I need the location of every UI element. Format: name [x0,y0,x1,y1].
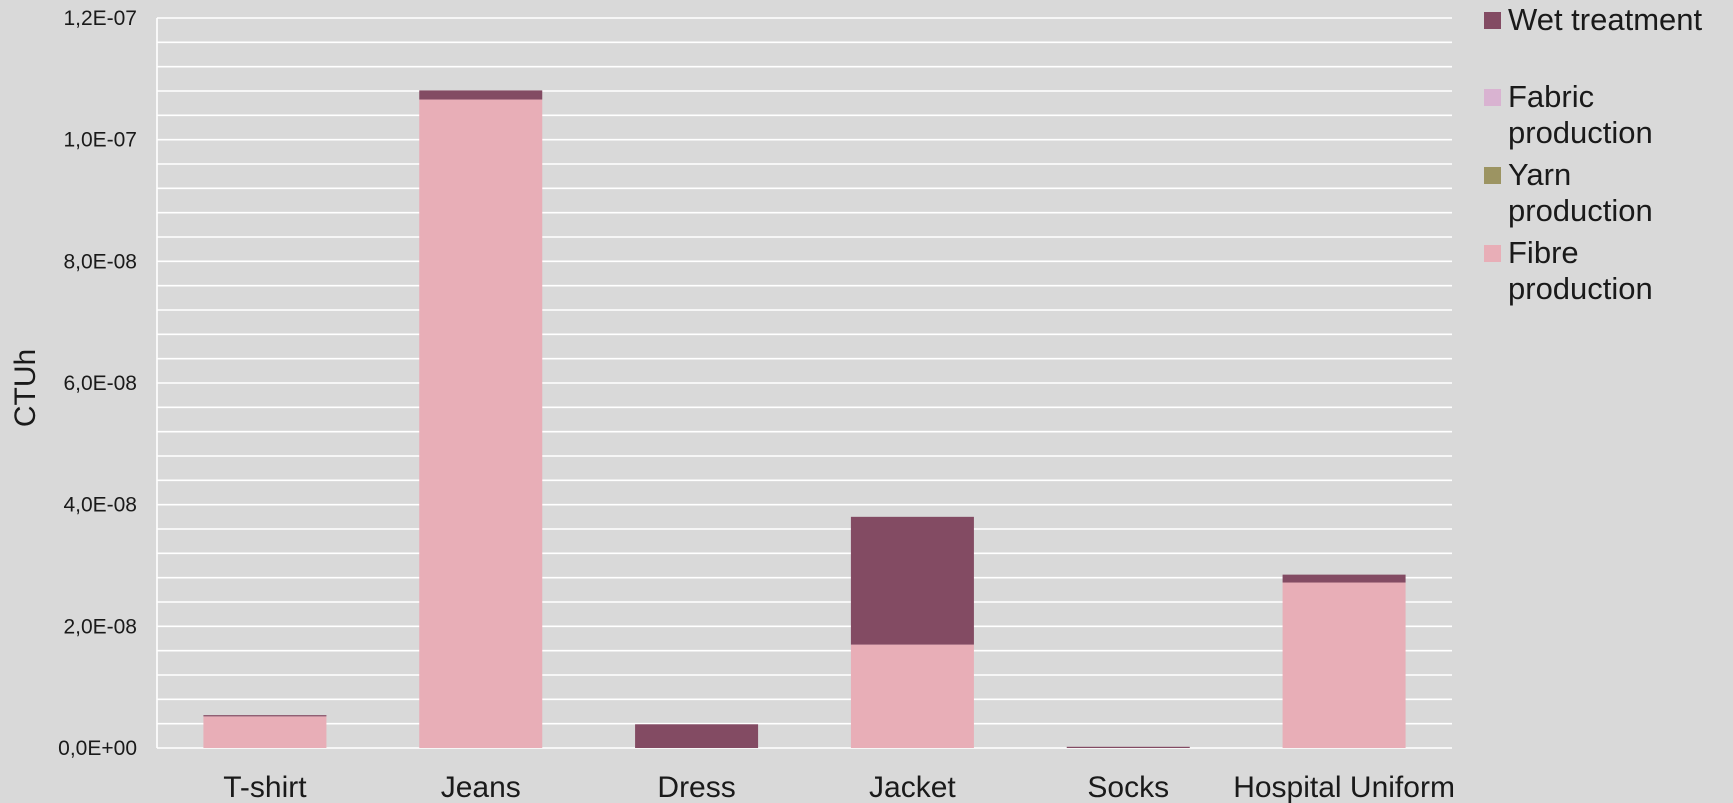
x-tick-label: Jacket [869,771,956,803]
y-axis-title: CTUh [9,349,42,427]
bar-segment-wet-treatment [850,516,974,645]
bar-segment-wet-treatment [635,724,759,748]
y-tick-label: 2,0E-08 [63,615,137,638]
x-tick-label: Socks [1087,771,1169,803]
gridlines [157,17,1452,725]
legend-label-fabric-production: Fabric production [1508,79,1653,150]
y-tick-label: 6,0E-08 [63,372,137,395]
legend-item-wet-treatment: Wet treatment [1484,2,1718,38]
legend-swatch-wet-treatment [1484,12,1501,29]
bar-segment-fibre-production [419,99,543,749]
y-tick-label: 1,0E-07 [63,129,137,152]
legend-item-yarn-production: Yarn production [1484,157,1718,229]
x-tick-label: Jeans [441,771,521,803]
legend-swatch-fibre-production [1484,245,1501,262]
legend-swatch-fabric-production [1484,89,1501,106]
x-tick-labels: T-shirt Jeans Dress Jacket Socks Hospital Uni… [223,771,1455,803]
legend-label-yarn-production: Yarn production [1508,157,1653,228]
legend-label-fibre-production: Fibre production [1508,235,1653,306]
legend-label-wet-treatment: Wet treatment [1508,2,1703,37]
bar-segment-wet-treatment [1282,574,1406,583]
legend-swatch-yarn-production [1484,167,1501,184]
x-tick-label: Dress [657,771,735,803]
bar-segment-wet-treatment [419,90,543,100]
bar-segment-wet-treatment [203,715,327,717]
y-tick-labels: 0,0E+00 2,0E-08 4,0E-08 6,0E-08 8,0E-08 1,0E-… [58,7,137,760]
y-tick-label: 4,0E-08 [63,494,137,517]
bar-segment-fibre-production [850,644,974,748]
y-tick-label: 0,0E+00 [58,737,137,760]
bar-segment-wet-treatment [1066,746,1190,748]
bars [203,90,1406,749]
axes [156,18,1452,749]
bar-segment-fibre-production [1282,582,1406,748]
x-tick-label: Hospital Uniform [1233,771,1455,803]
x-tick-label: T-shirt [223,771,307,803]
bar-segment-fibre-production [203,716,327,748]
legend-item-fibre-production: Fibre production [1484,235,1718,307]
y-tick-label: 1,2E-07 [63,7,137,30]
legend-item-fabric-production: Fabric production [1484,79,1718,151]
y-tick-label: 8,0E-08 [63,250,137,273]
